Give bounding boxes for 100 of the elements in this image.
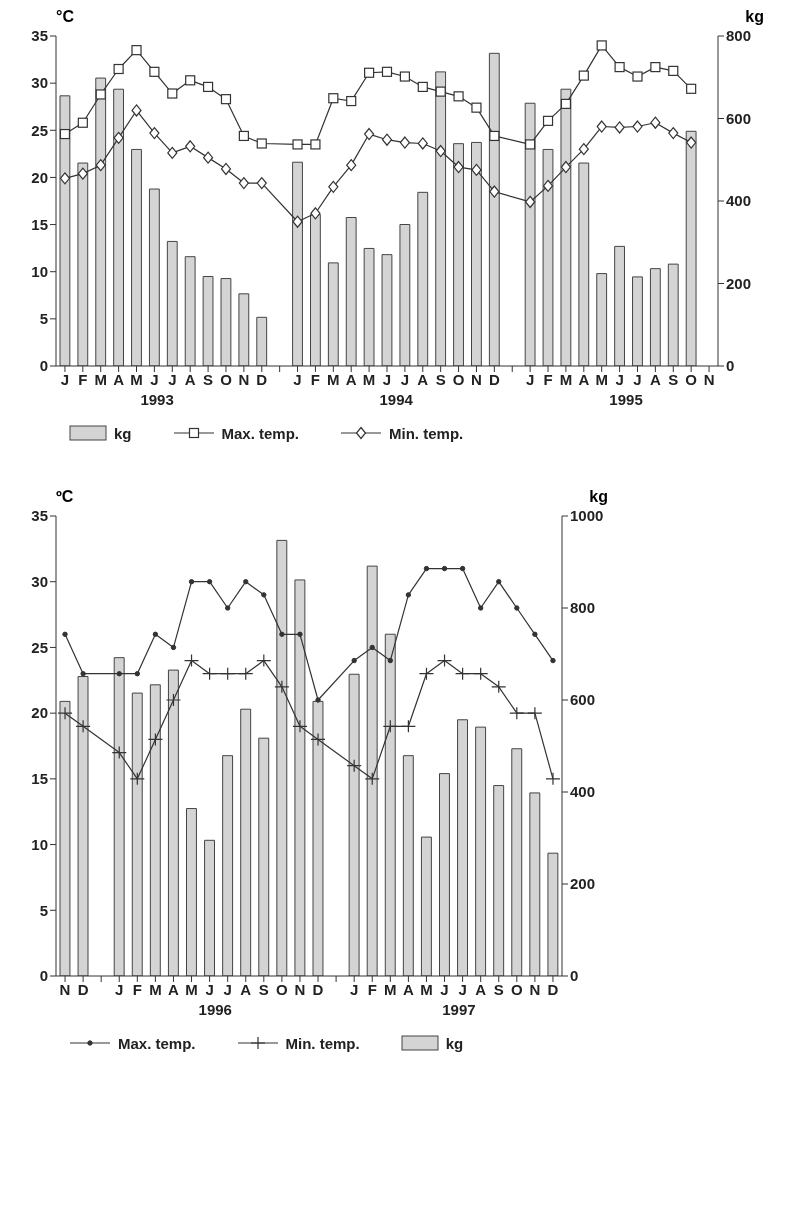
point — [560, 160, 572, 174]
y-axis-title: °C — [56, 8, 74, 27]
bar — [471, 141, 482, 366]
x-tick-label: J — [150, 370, 159, 388]
x-tick-label: M — [185, 980, 198, 998]
point — [113, 63, 124, 75]
point — [509, 706, 525, 720]
x-tick-label: J — [458, 980, 467, 998]
x-tick-label: O — [452, 370, 465, 388]
bar — [363, 247, 375, 366]
bar — [348, 673, 360, 976]
point — [614, 121, 625, 134]
x-tick-label: M — [559, 370, 573, 388]
x-tick-label: O — [276, 980, 289, 998]
bar — [511, 748, 523, 976]
point — [75, 719, 91, 733]
point — [292, 719, 308, 733]
bar — [488, 52, 500, 366]
text: 1997 — [442, 1000, 476, 1018]
bar — [529, 792, 541, 976]
bar — [77, 162, 89, 366]
point — [238, 130, 249, 142]
x-tick-label: J — [525, 370, 535, 388]
point — [147, 732, 163, 747]
bar — [131, 692, 143, 976]
point — [578, 143, 589, 156]
x-tick-label: A — [168, 980, 180, 998]
bar — [402, 755, 414, 976]
point — [381, 133, 393, 146]
x-tick-label: A — [578, 370, 590, 388]
bar — [309, 214, 321, 366]
y-tick-label: 0 — [39, 357, 48, 375]
point — [542, 179, 554, 193]
x-tick-label: N — [59, 980, 71, 998]
y-tick-label: 10 — [31, 835, 48, 853]
point — [453, 91, 464, 102]
x-tick-label: J — [168, 370, 177, 388]
point — [382, 719, 398, 733]
y2-tick-label: 600 — [570, 691, 596, 709]
point — [471, 163, 482, 176]
x-tick-label: N — [238, 370, 250, 388]
point — [650, 116, 661, 129]
bar — [649, 268, 661, 366]
point — [220, 94, 232, 105]
point — [596, 40, 607, 51]
point — [95, 89, 106, 100]
x-tick-label: J — [615, 370, 624, 388]
x-tick-label: J — [400, 370, 410, 388]
point — [686, 83, 697, 94]
bar — [256, 316, 268, 366]
y-tick-label: 30 — [31, 74, 48, 92]
y2-tick-label: 200 — [726, 274, 752, 292]
point — [489, 130, 500, 142]
x-tick-label: A — [240, 980, 252, 998]
legend-label: kg — [114, 424, 132, 442]
bar — [238, 293, 250, 366]
y2-tick-label: 400 — [726, 192, 752, 210]
bar — [222, 755, 234, 976]
x-tick-label: A — [113, 370, 125, 388]
y-tick-label: 5 — [39, 310, 48, 328]
x-tick-label: A — [417, 370, 429, 388]
point — [328, 180, 339, 193]
point — [491, 680, 507, 694]
x-tick-label: M — [384, 980, 397, 998]
point — [238, 176, 249, 190]
text: 1996 — [198, 1000, 232, 1018]
point — [489, 185, 500, 198]
point — [473, 667, 489, 681]
point — [129, 772, 145, 786]
point — [131, 104, 142, 117]
point — [417, 81, 428, 93]
bar — [167, 669, 179, 976]
point — [149, 66, 160, 77]
point — [113, 131, 124, 144]
x-tick-label: F — [132, 980, 142, 998]
y-tick-label: 10 — [31, 263, 48, 281]
point — [202, 81, 214, 93]
bar — [131, 148, 142, 366]
x-tick-label: A — [184, 370, 196, 388]
point — [220, 162, 232, 176]
x-tick-label: J — [350, 980, 359, 998]
x-tick-label: S — [668, 370, 679, 388]
point — [310, 207, 321, 220]
legend-label: Min. temp. — [285, 1034, 360, 1052]
point — [399, 136, 410, 149]
bar — [417, 191, 429, 366]
x-tick-label: D — [256, 370, 268, 388]
point — [292, 139, 303, 150]
x-tick-label: M — [420, 980, 433, 998]
point — [686, 136, 697, 149]
point — [400, 719, 416, 733]
x-tick-label: S — [203, 370, 214, 388]
point — [202, 667, 218, 681]
y-tick-label: 5 — [39, 901, 48, 919]
x-tick-label: J — [205, 980, 214, 998]
x-tick-label: N — [471, 370, 482, 388]
point — [632, 71, 643, 82]
point — [165, 693, 182, 707]
y2-tick-label: 800 — [726, 27, 752, 45]
bar — [276, 539, 288, 976]
